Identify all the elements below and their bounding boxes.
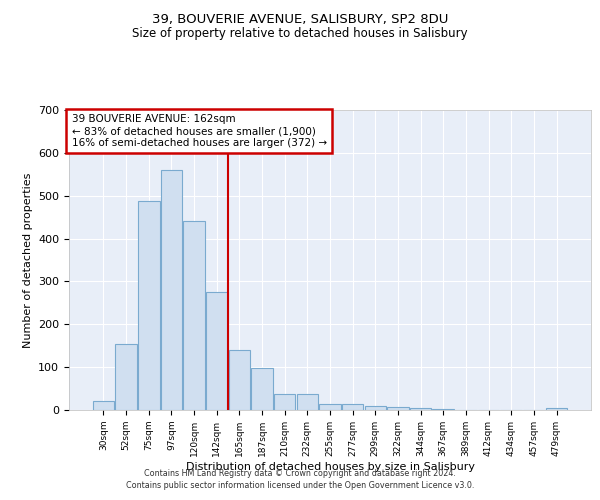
Text: Contains public sector information licensed under the Open Government Licence v3: Contains public sector information licen… <box>126 481 474 490</box>
Bar <box>274 394 295 410</box>
Bar <box>410 408 431 410</box>
Bar <box>206 292 227 410</box>
Bar <box>251 368 273 410</box>
Bar <box>93 400 114 410</box>
Text: Size of property relative to detached houses in Salisbury: Size of property relative to detached ho… <box>132 28 468 40</box>
Text: 39 BOUVERIE AVENUE: 162sqm
← 83% of detached houses are smaller (1,900)
16% of s: 39 BOUVERIE AVENUE: 162sqm ← 83% of deta… <box>71 114 327 148</box>
Bar <box>433 409 454 410</box>
Bar <box>115 344 137 410</box>
Bar <box>342 404 364 410</box>
Bar <box>184 222 205 410</box>
Bar <box>296 394 318 410</box>
Bar <box>161 170 182 410</box>
Y-axis label: Number of detached properties: Number of detached properties <box>23 172 32 348</box>
Text: 39, BOUVERIE AVENUE, SALISBURY, SP2 8DU: 39, BOUVERIE AVENUE, SALISBURY, SP2 8DU <box>152 12 448 26</box>
Text: Contains HM Land Registry data © Crown copyright and database right 2024.: Contains HM Land Registry data © Crown c… <box>144 468 456 477</box>
Bar <box>546 408 567 410</box>
X-axis label: Distribution of detached houses by size in Salisbury: Distribution of detached houses by size … <box>185 462 475 471</box>
Bar <box>387 407 409 410</box>
Bar <box>138 201 160 410</box>
Bar <box>365 406 386 410</box>
Bar <box>229 350 250 410</box>
Bar <box>319 404 341 410</box>
